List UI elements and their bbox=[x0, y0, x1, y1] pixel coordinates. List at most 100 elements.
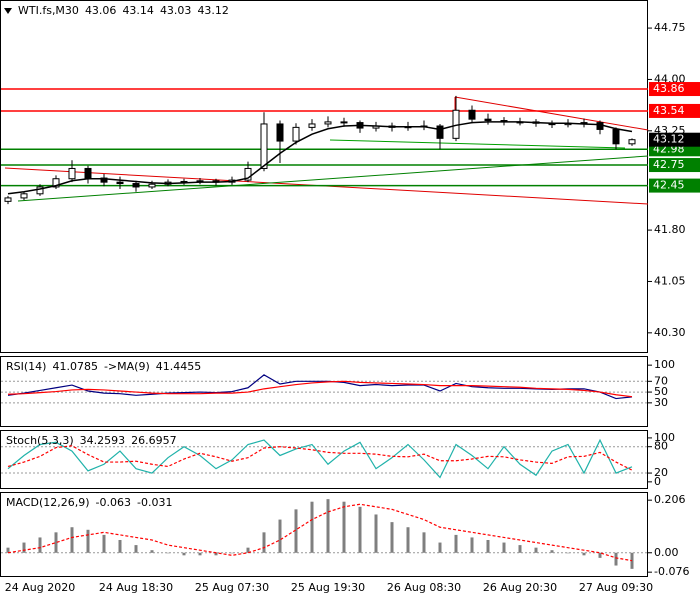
y-tick-label: -0.076 bbox=[654, 565, 689, 578]
candle-body bbox=[68, 167, 76, 180]
indicator-line bbox=[7, 445, 633, 471]
histogram-bar bbox=[486, 540, 490, 553]
indicator-value: 26.6957 bbox=[131, 434, 177, 447]
histogram-bar bbox=[342, 501, 346, 553]
indicator-value: 41.0785 bbox=[52, 360, 98, 373]
candle-body bbox=[468, 109, 476, 120]
macd-panel bbox=[0, 492, 648, 577]
trend-line bbox=[454, 96, 649, 131]
histogram-bar bbox=[22, 542, 26, 553]
y-tick-label: 44.75 bbox=[654, 21, 686, 34]
candle-body bbox=[324, 121, 332, 125]
indicator-title: Stoch(5,3,3) bbox=[6, 434, 74, 447]
level-label: 43.54 bbox=[653, 104, 685, 117]
histogram-bar bbox=[566, 552, 570, 554]
header-value: 43.12 bbox=[197, 4, 229, 17]
histogram-bar bbox=[326, 499, 330, 553]
x-tick-label: 26 Aug 20:30 bbox=[483, 581, 557, 594]
candle-body bbox=[148, 183, 156, 188]
symbol-title: WTI.fs,M30 bbox=[18, 4, 79, 17]
histogram-bar bbox=[246, 547, 250, 553]
histogram-bar bbox=[518, 545, 522, 553]
candle-body bbox=[116, 181, 124, 185]
candle-body bbox=[244, 167, 252, 181]
indicator-value: 41.4455 bbox=[156, 360, 202, 373]
histogram-bar bbox=[134, 545, 138, 553]
histogram-bar bbox=[502, 542, 506, 553]
indicator-value: -0.063 bbox=[96, 496, 131, 509]
histogram-bar bbox=[182, 552, 186, 556]
histogram-bar bbox=[422, 532, 426, 553]
y-tick-label: 100 bbox=[654, 358, 675, 371]
histogram-bar bbox=[214, 552, 218, 556]
candle-body bbox=[436, 125, 444, 139]
y-tick-label: 80 bbox=[654, 440, 668, 453]
histogram-bar bbox=[390, 522, 394, 553]
candle-body bbox=[628, 139, 636, 145]
histogram-bar bbox=[150, 550, 154, 553]
histogram-bar bbox=[534, 547, 538, 553]
level-box bbox=[649, 178, 700, 193]
histogram-bar bbox=[406, 527, 410, 553]
y-tick-label: 50 bbox=[654, 385, 668, 398]
histogram-bar bbox=[230, 552, 234, 554]
histogram-bar bbox=[54, 532, 58, 553]
indicator-title: MACD(12,26,9) bbox=[6, 496, 90, 509]
histogram-bar bbox=[374, 514, 378, 553]
main-panel bbox=[0, 0, 648, 353]
x-tick-label: 24 Aug 2020 bbox=[5, 581, 75, 594]
moving-average bbox=[7, 121, 633, 195]
candle-body bbox=[132, 183, 140, 188]
candle-body bbox=[20, 193, 28, 199]
trend-line bbox=[17, 155, 649, 202]
y-tick-label: 0.206 bbox=[654, 493, 686, 506]
candle-body bbox=[596, 122, 604, 130]
histogram-bar bbox=[598, 552, 602, 558]
y-tick-label: 100 bbox=[654, 431, 675, 444]
header-value: 43.06 bbox=[85, 4, 117, 17]
indicator-line bbox=[7, 503, 633, 562]
histogram-bar bbox=[70, 527, 74, 553]
histogram-bar bbox=[198, 552, 202, 556]
y-tick-label: 40.30 bbox=[654, 326, 686, 339]
y-tick-label: 41.80 bbox=[654, 223, 686, 236]
candle-body bbox=[84, 167, 92, 179]
histogram-bar bbox=[294, 509, 298, 553]
indicator-name: RSI(14) bbox=[6, 360, 46, 373]
x-tick-label: 24 Aug 18:30 bbox=[99, 581, 173, 594]
histogram-bar bbox=[6, 547, 10, 553]
indicator-name: ->MA(9) bbox=[104, 360, 150, 373]
level-box bbox=[649, 158, 700, 173]
y-tick-label: 30 bbox=[654, 396, 668, 409]
x-tick-label: 27 Aug 09:30 bbox=[579, 581, 653, 594]
candle-body bbox=[276, 123, 284, 142]
histogram-bar bbox=[86, 529, 90, 553]
y-tick-label: 0 bbox=[654, 475, 661, 488]
histogram-bar bbox=[470, 537, 474, 553]
level-box bbox=[649, 82, 700, 97]
histogram-bar bbox=[118, 540, 122, 553]
candle-body bbox=[340, 121, 348, 124]
level-box bbox=[649, 103, 700, 118]
x-tick-label: 25 Aug 19:30 bbox=[291, 581, 365, 594]
indicator-line bbox=[7, 374, 633, 400]
histogram-bar bbox=[614, 552, 618, 566]
candle-body bbox=[52, 178, 60, 188]
level-label: 43.86 bbox=[653, 82, 685, 95]
x-tick-label: 26 Aug 08:30 bbox=[387, 581, 461, 594]
histogram-bar bbox=[630, 552, 634, 569]
menu-arrow bbox=[4, 8, 12, 14]
price-label: 43.12 bbox=[653, 133, 685, 146]
header-value: 43.14 bbox=[122, 4, 154, 17]
candle-body bbox=[612, 128, 620, 145]
histogram-bar bbox=[310, 501, 314, 553]
histogram-bar bbox=[582, 552, 586, 556]
candle-body bbox=[36, 186, 44, 195]
histogram-bar bbox=[102, 534, 106, 553]
candle-body bbox=[260, 123, 268, 169]
histogram-bar bbox=[278, 519, 282, 553]
candle-body bbox=[4, 197, 12, 202]
y-tick-label: 0.00 bbox=[654, 546, 679, 559]
